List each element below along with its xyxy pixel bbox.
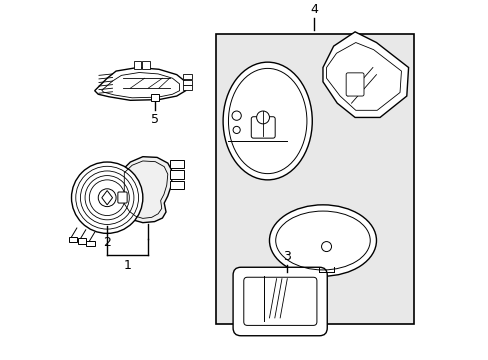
Ellipse shape [269, 205, 376, 276]
PathPatch shape [121, 157, 172, 223]
FancyBboxPatch shape [233, 267, 326, 336]
FancyBboxPatch shape [183, 80, 192, 85]
FancyBboxPatch shape [78, 238, 86, 244]
PathPatch shape [95, 68, 185, 100]
FancyBboxPatch shape [118, 192, 127, 203]
PathPatch shape [322, 32, 408, 117]
Text: 5: 5 [150, 113, 158, 126]
FancyBboxPatch shape [68, 237, 77, 242]
Text: 4: 4 [309, 3, 317, 16]
Text: 1: 1 [123, 260, 131, 273]
FancyBboxPatch shape [251, 117, 275, 138]
FancyBboxPatch shape [142, 61, 150, 68]
Ellipse shape [223, 62, 312, 180]
FancyBboxPatch shape [169, 170, 183, 179]
FancyBboxPatch shape [346, 73, 363, 96]
Circle shape [256, 111, 269, 124]
Text: 3: 3 [283, 250, 291, 263]
FancyBboxPatch shape [169, 181, 183, 189]
FancyBboxPatch shape [150, 94, 158, 101]
Text: 2: 2 [103, 236, 111, 249]
Circle shape [231, 111, 241, 120]
FancyBboxPatch shape [133, 61, 141, 68]
FancyBboxPatch shape [183, 74, 192, 79]
Circle shape [233, 126, 240, 134]
Circle shape [71, 162, 142, 233]
FancyBboxPatch shape [169, 159, 183, 168]
Circle shape [321, 242, 331, 252]
FancyBboxPatch shape [86, 241, 95, 246]
Bar [216, 33, 413, 324]
Circle shape [98, 189, 116, 207]
FancyBboxPatch shape [183, 85, 192, 90]
